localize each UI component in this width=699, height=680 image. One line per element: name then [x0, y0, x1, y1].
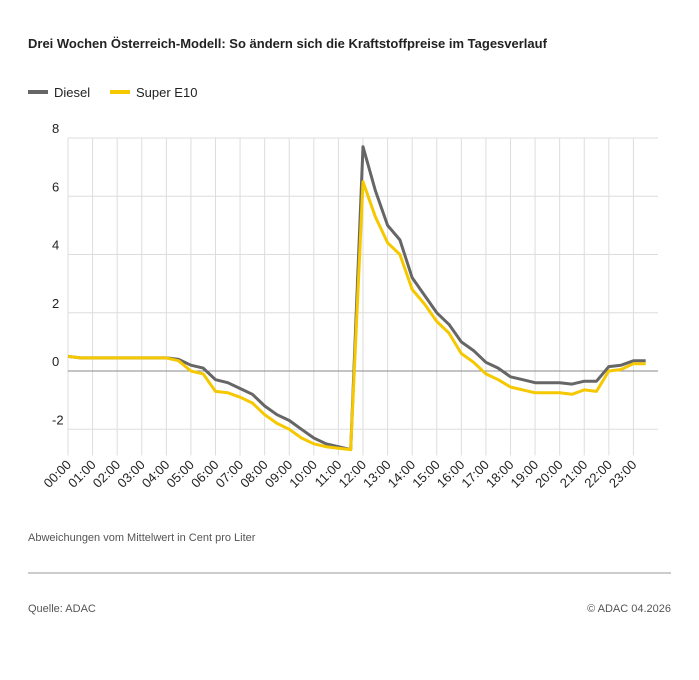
- x-tick-label: 18:00: [483, 457, 517, 491]
- x-tick-label: 17:00: [458, 457, 492, 491]
- series-line: [67, 180, 646, 452]
- x-tick-label: 15:00: [409, 457, 443, 491]
- y-tick-label: 0: [52, 354, 59, 369]
- x-tick-label: 16:00: [434, 457, 468, 491]
- x-tick-label: 07:00: [213, 457, 247, 491]
- x-tick-label: 20:00: [532, 457, 566, 491]
- x-tick-label: 22:00: [581, 457, 615, 491]
- legend-label: Diesel: [54, 85, 90, 100]
- x-tick-label: 03:00: [114, 457, 148, 491]
- y-tick-label: 4: [52, 238, 59, 253]
- x-tick-label: 23:00: [606, 457, 640, 491]
- chart-title: Drei Wochen Österreich-Modell: So ändern…: [28, 36, 548, 51]
- x-tick-label: 00:00: [41, 457, 75, 491]
- source: Quelle: ADAC: [28, 603, 96, 615]
- x-tick-label: 19:00: [508, 457, 542, 491]
- x-tick-label: 10:00: [286, 457, 320, 491]
- legend-label: Super E10: [136, 85, 197, 100]
- x-tick-label: 06:00: [188, 457, 222, 491]
- x-tick-label: 12:00: [336, 457, 370, 491]
- x-tick-label: 05:00: [163, 457, 197, 491]
- x-tick-label: 04:00: [139, 457, 173, 491]
- y-tick-label: 2: [52, 296, 59, 311]
- y-tick-label: 8: [52, 121, 59, 136]
- x-tick-label: 21:00: [557, 457, 591, 491]
- x-tick-label: 09:00: [262, 457, 296, 491]
- note: Abweichungen vom Mittelwert in Cent pro …: [28, 532, 256, 544]
- y-tick-label: -2: [52, 412, 64, 427]
- y-tick-label: 6: [52, 179, 59, 194]
- x-tick-label: 13:00: [360, 457, 394, 491]
- x-tick-label: 14:00: [385, 457, 419, 491]
- copyright: © ADAC 04.2026: [587, 603, 671, 615]
- x-tick-label: 01:00: [65, 457, 99, 491]
- x-tick-label: 02:00: [90, 457, 124, 491]
- x-tick-label: 08:00: [237, 457, 271, 491]
